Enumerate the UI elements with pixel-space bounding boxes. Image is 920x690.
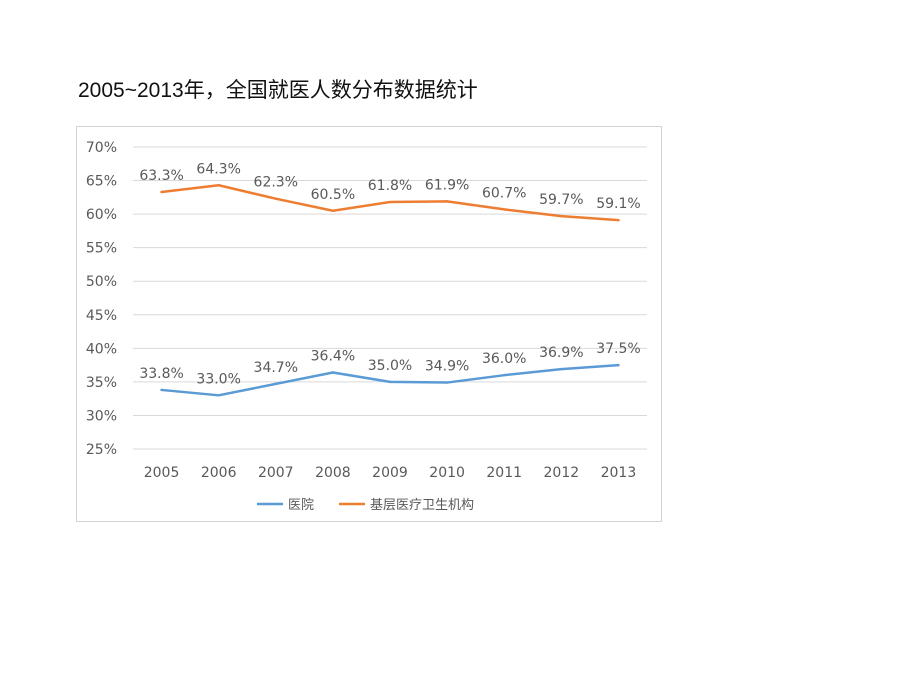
y-tick-label: 30% <box>86 408 117 424</box>
data-label: 61.9% <box>425 177 469 193</box>
x-tick-label: 2005 <box>144 465 180 481</box>
data-point <box>388 380 392 384</box>
data-label: 59.1% <box>596 196 640 212</box>
data-label: 60.5% <box>311 187 355 203</box>
x-tick-label: 2007 <box>258 465 294 481</box>
data-label: 61.8% <box>368 178 412 194</box>
series-lines <box>160 184 620 397</box>
legend-label: 医院 <box>288 498 314 513</box>
data-point <box>503 373 506 377</box>
gridlines <box>133 146 647 450</box>
data-point <box>388 200 392 204</box>
data-labels: 33.8% 33.0% 34.7% 36.4% 35.0% 34.9% 36.0% 36.9%… <box>139 161 640 387</box>
x-axis-ticks: 2005 2006 2007 2008 2009 2010 2011 2012 2013 <box>144 465 637 481</box>
chart-frame: 70% 65% 60% 55% 50% 45% 40% 35% 30% 25% 2005 2006 2… <box>76 126 662 522</box>
data-point <box>617 218 620 222</box>
line-chart: 70%65%60%55%50%45%40%35%30%25% 2005 2006 2… <box>86 140 647 513</box>
data-label: 64.3% <box>196 161 240 177</box>
x-tick-label: 2008 <box>315 465 351 481</box>
y-tick-label: 65% <box>86 174 117 190</box>
data-point <box>503 208 506 211</box>
data-point <box>217 184 220 187</box>
data-point <box>617 363 620 367</box>
data-label: 59.7% <box>539 192 583 208</box>
x-tick-label: 2010 <box>429 465 465 481</box>
y-tick-label: 60% <box>86 207 117 223</box>
legend-label: 基层医疗卫生机构 <box>370 498 474 513</box>
y-tick-label: 50% <box>86 274 117 290</box>
data-label: 37.5% <box>596 341 640 357</box>
data-label: 63.3% <box>139 168 183 184</box>
data-point <box>445 200 449 203</box>
data-label: 36.4% <box>311 348 355 364</box>
data-point <box>217 394 220 397</box>
y-tick-label: 45% <box>86 308 117 324</box>
x-tick-label: 2013 <box>601 465 637 481</box>
data-label: 34.7% <box>254 360 298 376</box>
data-point <box>445 381 449 384</box>
data-point <box>560 367 563 371</box>
x-tick-label: 2009 <box>372 465 408 481</box>
slide-title: 2005~2013年，全国就医人数分布数据统计 <box>78 79 478 102</box>
legend: 医院 基层医疗卫生机构 <box>257 498 474 513</box>
y-tick-label: 35% <box>86 375 117 391</box>
x-tick-label: 2011 <box>486 465 522 481</box>
data-label: 36.9% <box>539 345 583 361</box>
y-axis-ticks: 70% 65% 60% 55% 50% 45% 40% 35% 30% 25% <box>86 140 117 458</box>
data-point <box>160 190 163 194</box>
data-label: 33.8% <box>139 366 183 382</box>
y-tick-label: 40% <box>86 341 117 357</box>
data-label: 33.0% <box>196 371 240 387</box>
data-point <box>160 388 163 392</box>
data-label: 60.7% <box>482 185 526 201</box>
data-label: 36.0% <box>482 351 526 367</box>
y-tick-label: 25% <box>86 442 117 458</box>
data-point <box>331 371 335 374</box>
y-tick-label: 70% <box>86 140 117 156</box>
data-point <box>274 382 277 386</box>
y-tick-label: 55% <box>86 241 117 257</box>
data-point <box>274 197 277 200</box>
data-point <box>560 214 563 218</box>
data-label: 62.3% <box>254 175 298 191</box>
data-label: 35.0% <box>368 358 412 374</box>
data-label: 34.9% <box>425 359 469 375</box>
x-tick-label: 2006 <box>201 465 237 481</box>
data-point <box>331 209 335 212</box>
x-tick-label: 2012 <box>544 465 580 481</box>
